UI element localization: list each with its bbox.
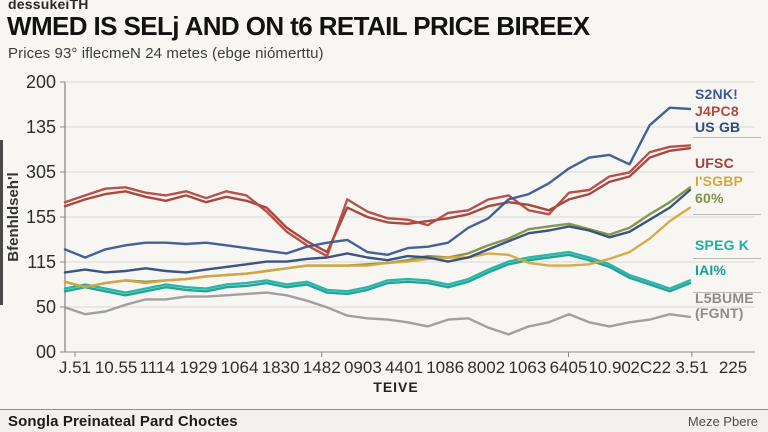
left-edge-artifact xyxy=(0,140,3,305)
legend-label-ufsc: UFSC xyxy=(695,155,734,171)
series-line-us-gb xyxy=(63,188,692,274)
legend-label-speg-k: SPEG K xyxy=(695,237,750,253)
legend-label-j4pc8: J4PC8 xyxy=(695,103,739,119)
series-line-i-sgbp xyxy=(63,206,692,289)
x-tick-label: 2C22 xyxy=(630,358,671,377)
x-tick-label: 1064 xyxy=(221,358,259,377)
legend-separator xyxy=(693,292,761,293)
x-tick-label: 0903 xyxy=(344,358,382,377)
x-tick-label: 1114 xyxy=(140,358,175,377)
series-line-l5bume-fgnt xyxy=(63,291,692,336)
x-tick-label: 1086 xyxy=(426,358,464,377)
x-tick-label: 1063 xyxy=(508,358,546,377)
y-tick-label: 200 xyxy=(26,72,56,92)
masthead-text: dessukeiTH xyxy=(8,0,89,12)
x-axis-title: TEIVE xyxy=(373,379,418,395)
x-tick-label: 1830 xyxy=(262,358,300,377)
series-line-60 xyxy=(63,186,692,289)
legend-separator xyxy=(693,137,761,138)
chart-title: WMED IS SELj AND ON t6 RETAIL PRICE BIRE… xyxy=(7,11,590,41)
y-tick-label: 305 xyxy=(26,162,56,182)
series-line-s2nk xyxy=(63,106,692,259)
x-tick-label: 225 xyxy=(719,358,747,377)
chart-subtitle: Prices 93° iflecmeN 24 metes (ebge nióme… xyxy=(8,45,324,62)
series-line-j4pc8 xyxy=(63,144,692,258)
x-tick-label: 3.51 xyxy=(675,358,708,377)
legend-label-s2nk: S2NK! xyxy=(695,86,739,102)
x-tick-label: 1482 xyxy=(303,358,341,377)
series-line-iai xyxy=(63,253,692,297)
series-line-speg-k xyxy=(63,250,692,294)
footer-credit-text: Meze Pbere xyxy=(687,413,758,429)
x-tick-label: 8002 xyxy=(467,358,505,377)
y-tick-label: 115 xyxy=(27,252,56,272)
price-index-line-chart: 200 135 305 155 115 50 00J.51 10.55 1114 1929 1064… xyxy=(5,72,755,395)
series-line-ufsc xyxy=(63,146,692,254)
y-tick-label: 155 xyxy=(26,207,56,227)
y-tick-label: 135 xyxy=(26,117,56,137)
x-tick-label: 10.90 xyxy=(588,358,631,377)
legend-separator xyxy=(693,258,761,259)
legend-label-i-sgbp: I'SGBP xyxy=(695,173,744,189)
footer-bar: Songla Preinateal Pard Choctes Meze Pber… xyxy=(0,409,768,432)
legend-label-l5bume: L5BUME xyxy=(695,290,754,306)
legend-separator xyxy=(693,214,761,215)
series-legend: S2NK! J4PC8 US GB UFSC I'SGBP 60% SPEG K IAI% L5… xyxy=(693,0,768,340)
footer-source-text: Songla Preinateal Pard Choctes xyxy=(8,412,238,430)
y-tick-label: 00 xyxy=(36,342,56,362)
legend-label-60: 60% xyxy=(695,190,724,206)
legend-label-us-gb: US GB xyxy=(695,119,741,135)
y-axis-title: Bfenhldseh'l xyxy=(5,172,22,261)
x-tick-label: 6405 xyxy=(550,358,588,377)
legend-label-iai: IAI% xyxy=(695,262,727,278)
legend-label-fgnt: (FGNT) xyxy=(695,305,744,321)
x-tick-label: 10.55 xyxy=(95,358,138,377)
y-tick-label: 50 xyxy=(36,297,56,317)
x-tick-label: 1929 xyxy=(179,358,217,377)
x-tick-label: J.51 xyxy=(59,358,91,377)
x-tick-label: 4401 xyxy=(385,358,423,377)
